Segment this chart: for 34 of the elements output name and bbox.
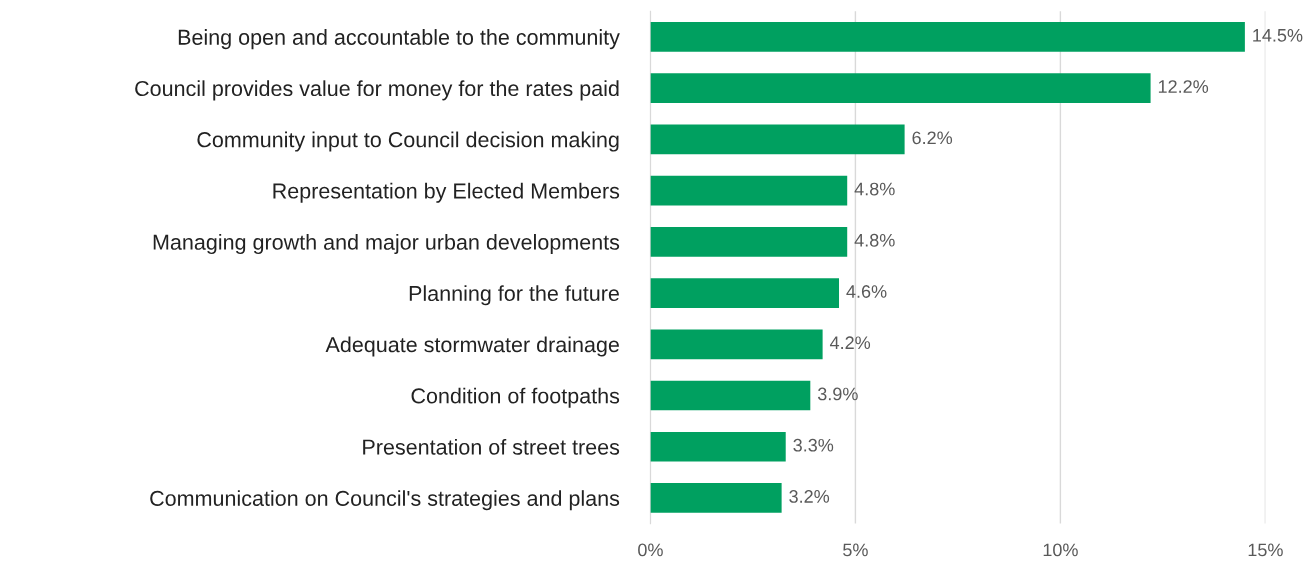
data-label: 3.3% (793, 438, 834, 452)
data-label: 12.2% (1158, 80, 1209, 93)
x-tick-label: 10% (1043, 543, 1078, 557)
bar (650, 124, 905, 155)
data-label: 14.5% (1253, 29, 1303, 42)
y-tick-label: Being open and accountable to the community (178, 29, 620, 50)
y-tick-label: Managing growth and major urban developments (153, 234, 620, 255)
bar (650, 226, 848, 257)
bar (650, 329, 823, 360)
bar (650, 175, 848, 206)
bar (650, 483, 782, 513)
bar (650, 380, 811, 411)
y-tick-label: Adequate stormwater drainage (325, 336, 619, 357)
bar (650, 22, 1245, 52)
x-tick-label: 5% (843, 543, 868, 557)
data-label: 6.2% (912, 131, 953, 145)
x-tick-label: 15% (1248, 543, 1283, 557)
y-tick-label: Presentation of street trees (363, 438, 620, 455)
bar (650, 431, 786, 462)
data-label: 3.2% (789, 490, 830, 503)
bar (650, 73, 1151, 103)
data-label: 4.8% (854, 182, 895, 196)
y-tick-label: Condition of footpaths (411, 387, 620, 408)
bar (650, 278, 840, 308)
y-tick-label: Communication on Council's strategies and plans (150, 490, 620, 511)
data-label: 4.8% (854, 233, 895, 247)
data-label: 3.9% (817, 387, 858, 401)
data-label: 4.2% (829, 336, 871, 350)
data-label: 4.6% (846, 285, 887, 298)
y-tick-label: Planning for the future (409, 285, 619, 306)
y-tick-label: Community input to Council decision making (197, 131, 619, 152)
x-tick-label: 0% (638, 543, 663, 557)
y-tick-label: Council provides value for money for the rates paid (135, 80, 619, 101)
y-tick-label: Representation by Elected Members (273, 182, 620, 203)
